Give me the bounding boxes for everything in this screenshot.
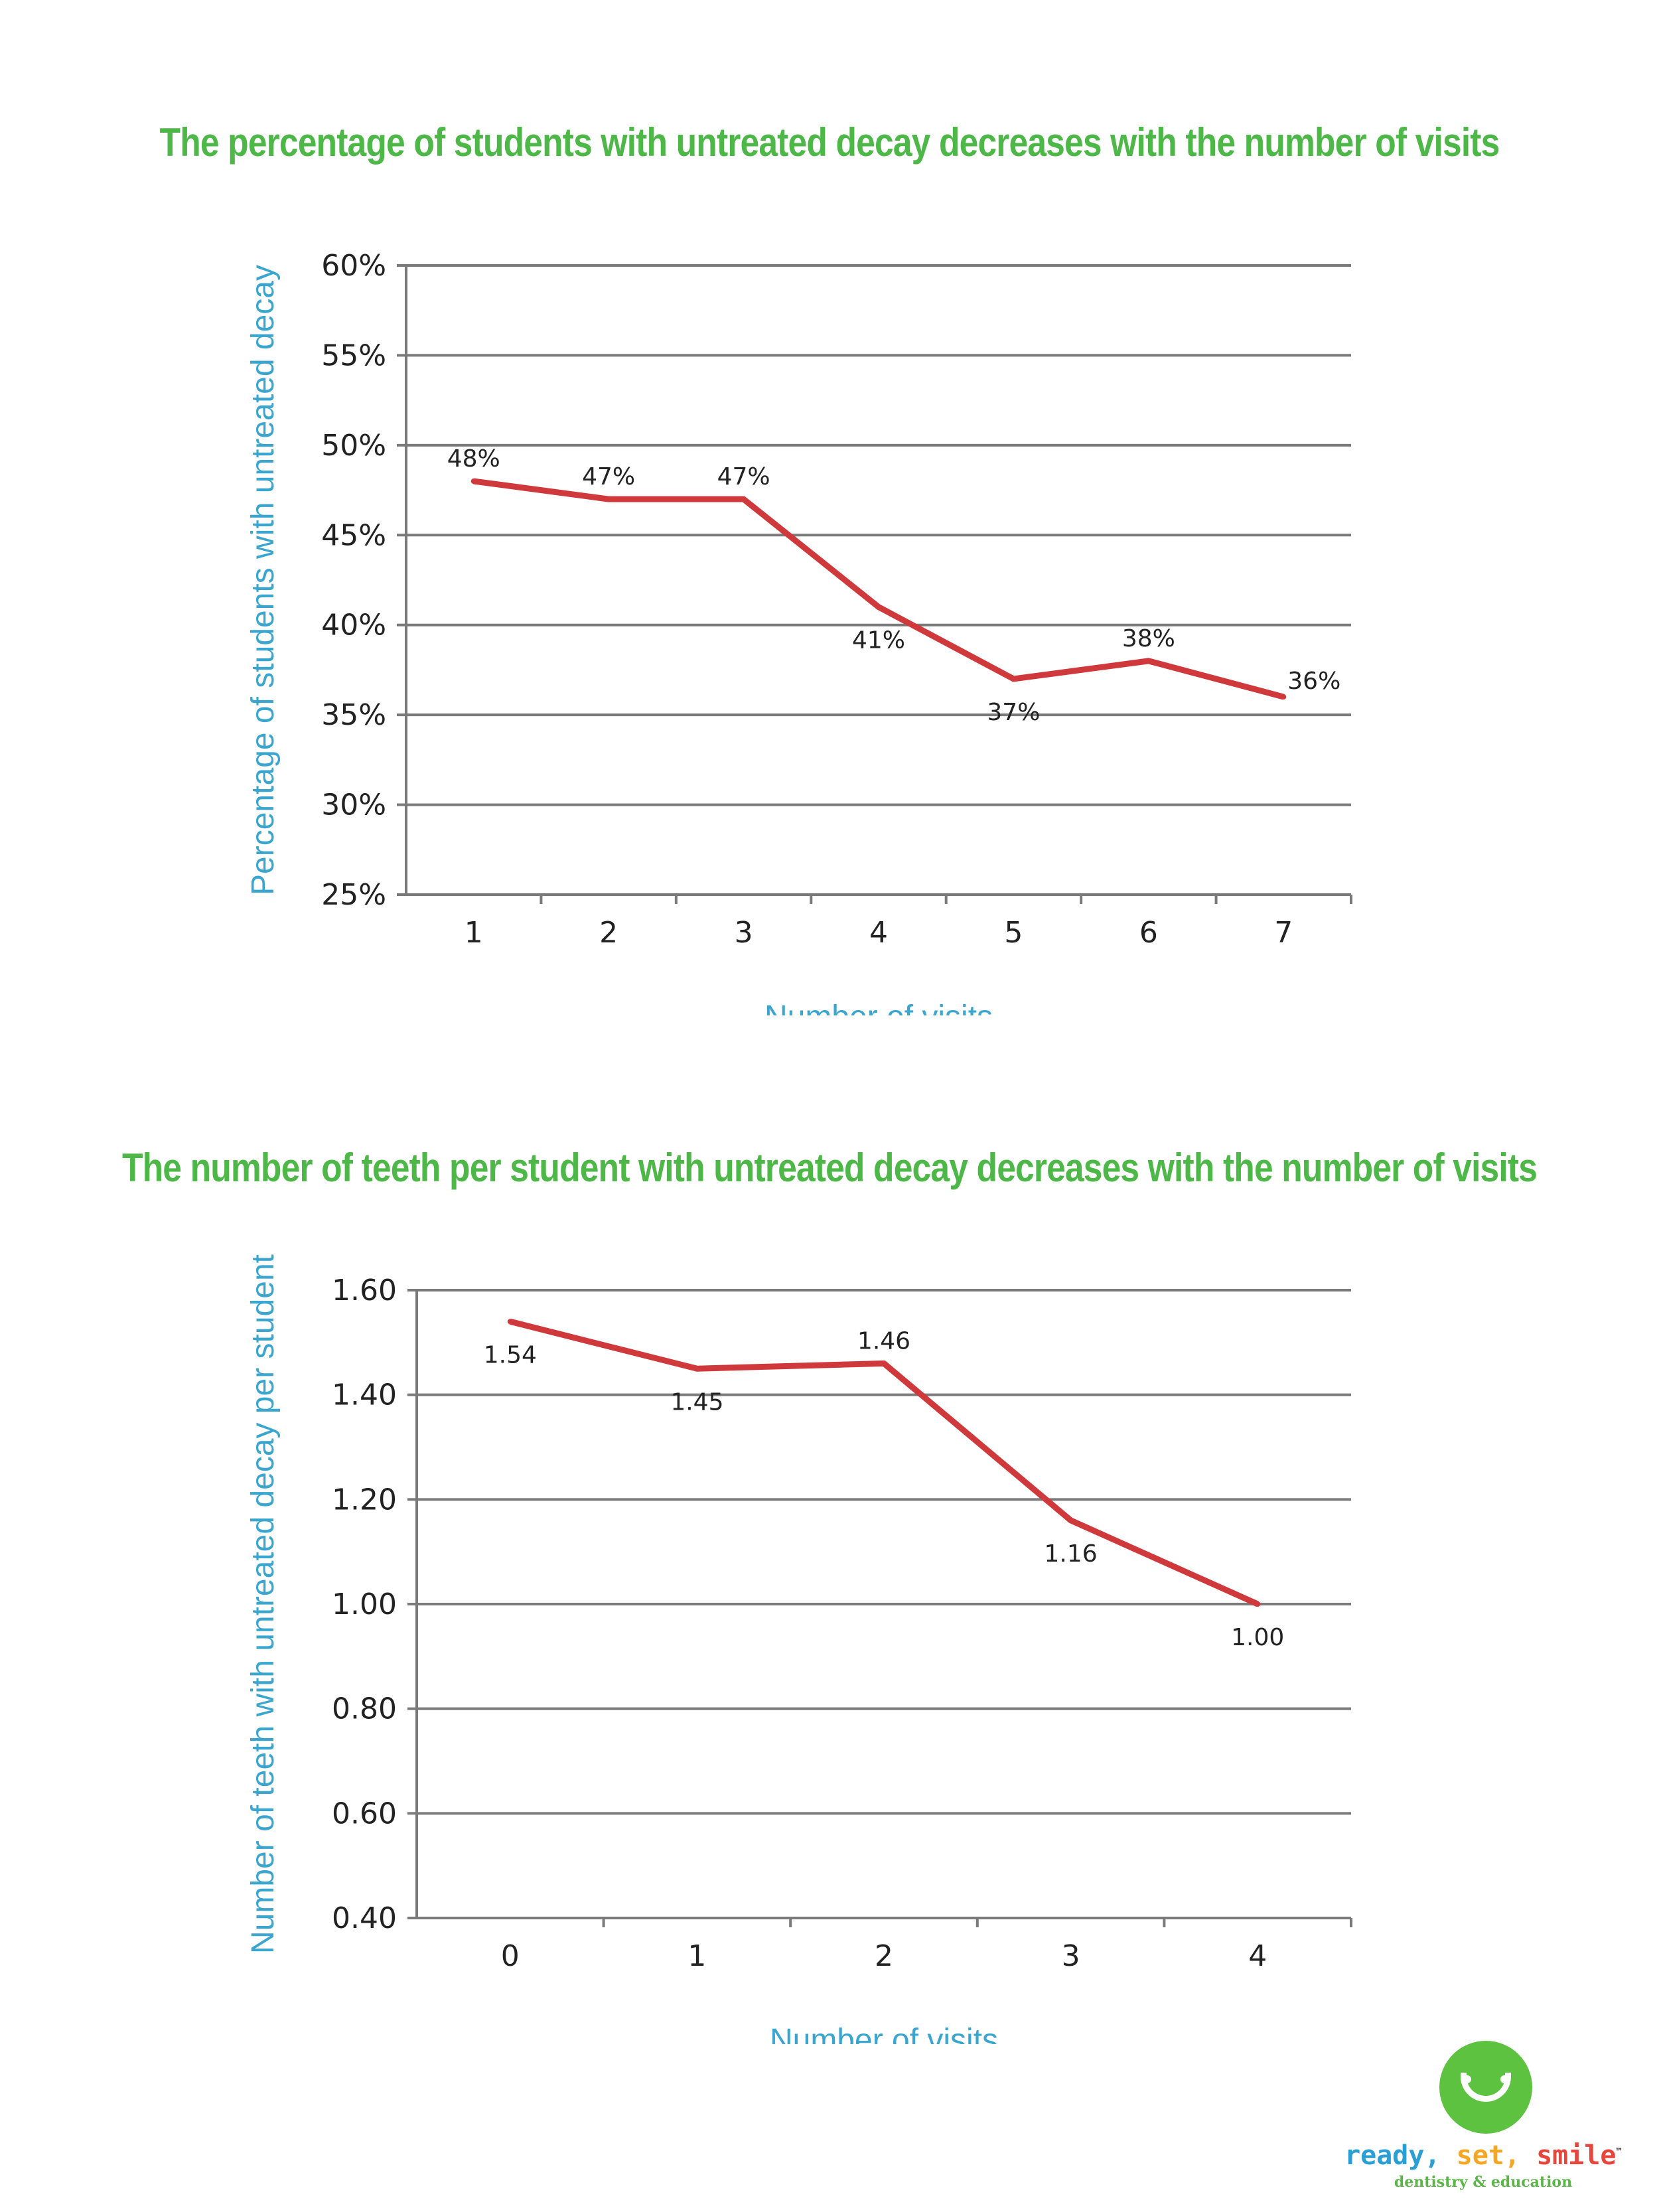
x-tick-label: 5 xyxy=(1004,916,1023,950)
data-label: 1.54 xyxy=(484,1341,537,1368)
data-label: 48% xyxy=(447,445,500,473)
y-tick-label: 0.80 xyxy=(332,1692,397,1726)
chart-2-svg: 0.40 0.60 0.80 1.00 1.20 1.40 1.60 0 1 2 3 4 1.54 1.4… xyxy=(246,1254,1352,2044)
data-label: 1.16 xyxy=(1045,1540,1098,1568)
y-axis-title: Percentage of students with untreated de… xyxy=(246,265,281,895)
y-tick-label: 1.00 xyxy=(332,1587,397,1621)
data-label: 47% xyxy=(717,463,770,490)
y-tick-label: 55% xyxy=(321,338,386,372)
data-point xyxy=(1281,694,1287,700)
chart-2-title: The number of teeth per student with unt… xyxy=(121,1145,1538,1190)
data-point xyxy=(881,1361,887,1366)
y-tick-label: 1.60 xyxy=(332,1274,397,1307)
data-point xyxy=(1068,1517,1074,1523)
y-tick-label: 45% xyxy=(321,518,386,552)
x-tick-label: 4 xyxy=(1248,1939,1267,1973)
logo-tagline: dentistry & education xyxy=(1394,2174,1573,2191)
data-point xyxy=(1255,1601,1261,1607)
y-tick-label: 30% xyxy=(321,788,386,822)
data-label: 1.46 xyxy=(857,1327,910,1355)
ready-set-smile-logo: ready, set, smile™ dentistry & education xyxy=(1331,2041,1636,2191)
x-axis-title: Number of visits xyxy=(764,999,993,1015)
x-tick-label: 1 xyxy=(465,916,483,950)
data-point xyxy=(741,496,747,502)
data-label: 1.45 xyxy=(670,1388,723,1416)
data-label: 1.00 xyxy=(1231,1624,1284,1651)
series-line xyxy=(473,478,1285,700)
data-label: 38% xyxy=(1122,625,1175,652)
y-tick-label: 1.40 xyxy=(332,1378,397,1412)
data-point xyxy=(470,479,476,484)
data-label: 47% xyxy=(582,463,635,490)
y-tick-label: 1.20 xyxy=(332,1483,397,1516)
y-tick-label: 50% xyxy=(321,429,386,463)
y-tick-label: 0.40 xyxy=(332,1901,397,1935)
x-tick-label: 2 xyxy=(875,1939,893,1973)
smile-icon xyxy=(1439,2041,1532,2134)
logo-word-ready: ready, xyxy=(1344,2140,1441,2171)
x-tick-label: 0 xyxy=(501,1939,520,1973)
data-point xyxy=(876,604,881,610)
y-tick-label: 25% xyxy=(321,878,386,912)
x-tick-label: 3 xyxy=(1062,1939,1080,1973)
y-tick-label: 35% xyxy=(321,698,386,732)
data-point xyxy=(1145,658,1151,664)
x-tick-label: 7 xyxy=(1274,916,1293,950)
x-axis-title: Number of visits xyxy=(770,2023,998,2044)
chart-1-title: The percentage of students with untreate… xyxy=(159,120,1500,165)
data-point xyxy=(1011,676,1017,682)
data-point xyxy=(507,1319,513,1325)
y-axis-title: Number of teeth with untreated decay per… xyxy=(246,1254,281,1954)
logo-word-set: set, xyxy=(1456,2140,1520,2171)
data-point xyxy=(606,496,612,502)
logo-tm: ™ xyxy=(1616,2146,1622,2158)
logo-wordmark: ready, set, smile™ xyxy=(1331,2140,1636,2171)
x-tick-label: 3 xyxy=(735,916,753,950)
y-tick-label: 40% xyxy=(321,609,386,642)
data-label: 37% xyxy=(987,699,1040,726)
chart-1-svg: 25% 30% 35% 40% 45% 50% 55% 60% 1 2 3 4 5 6 7 48% 47% 47%… xyxy=(246,249,1352,1015)
x-tick-label: 1 xyxy=(687,1939,706,1973)
data-label: 41% xyxy=(852,627,905,654)
x-tick-label: 2 xyxy=(599,916,618,950)
y-tick-label: 0.60 xyxy=(332,1797,397,1830)
x-tick-label: 6 xyxy=(1139,916,1158,950)
x-tick-label: 4 xyxy=(869,916,888,950)
data-label: 36% xyxy=(1287,668,1340,695)
logo-word-smile: smile xyxy=(1536,2140,1617,2171)
y-tick-label: 60% xyxy=(321,249,386,283)
data-point xyxy=(694,1366,700,1372)
